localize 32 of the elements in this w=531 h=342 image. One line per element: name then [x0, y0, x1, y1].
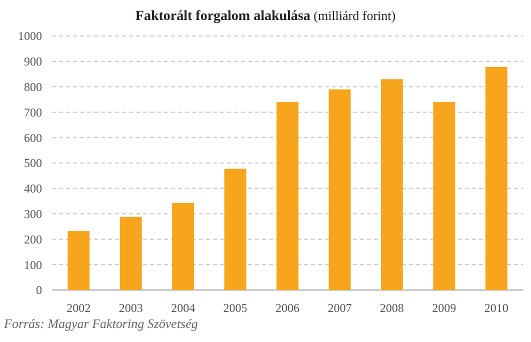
- bar: [485, 66, 508, 290]
- bar: [172, 202, 194, 290]
- y-tick-label: 700: [24, 105, 42, 120]
- chart-subtitle: (milliárd forint): [310, 8, 396, 23]
- bar: [68, 231, 90, 290]
- y-tick-label: 100: [24, 258, 42, 272]
- y-tick-label: 0: [36, 283, 42, 298]
- x-tick-label: 2010: [484, 301, 508, 315]
- y-tick-label: 300: [24, 207, 42, 221]
- bar: [224, 168, 246, 290]
- x-tick-label: 2003: [118, 301, 143, 315]
- x-tick-label: 2002: [66, 301, 91, 315]
- x-tick-label: 2004: [171, 301, 196, 315]
- chart-title: Faktorált forgalom alakulása: [135, 9, 310, 24]
- y-tick-label: 200: [24, 232, 42, 246]
- y-tick-label: 500: [24, 156, 42, 170]
- y-tick-label: 800: [24, 80, 42, 94]
- bar: [380, 79, 403, 290]
- text: Forrás: Magyar Faktoring Szövetség: [3, 316, 198, 331]
- y-tick-label: 400: [24, 182, 42, 196]
- y-tick-label: 1000: [18, 29, 42, 44]
- x-tick-label: 2006: [276, 301, 300, 315]
- bar: [328, 89, 351, 290]
- bar: [276, 102, 298, 290]
- bar: [120, 216, 142, 290]
- y-tick-label: 600: [24, 130, 42, 145]
- bar: [433, 102, 456, 290]
- y-tick-label: 900: [24, 54, 42, 69]
- x-tick-label: 2008: [380, 301, 404, 315]
- x-tick-label: 2009: [432, 301, 456, 315]
- x-tick-label: 2005: [223, 301, 248, 315]
- x-tick-label: 2007: [328, 301, 352, 315]
